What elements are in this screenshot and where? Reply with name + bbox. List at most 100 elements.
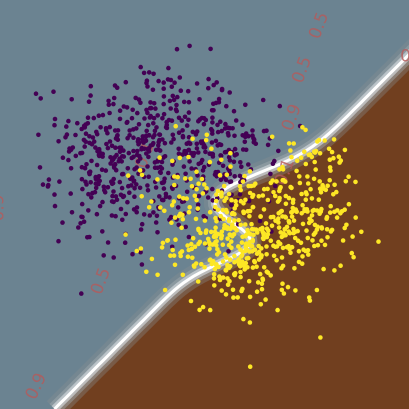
scatter-point-class-1	[263, 297, 268, 302]
scatter-point-class-1	[223, 207, 229, 213]
scatter-point-class-1	[243, 222, 248, 227]
scatter-point-class-0	[119, 159, 124, 164]
scatter-point-class-1	[290, 200, 296, 206]
scatter-point-class-1	[328, 203, 334, 209]
scatter-point-class-0	[87, 134, 92, 139]
scatter-point-class-1	[300, 125, 305, 130]
scatter-point-class-0	[64, 124, 69, 129]
scatter-point-class-0	[141, 212, 147, 217]
scatter-point-class-1	[186, 209, 192, 215]
scatter-point-class-0	[161, 94, 167, 99]
scatter-point-class-0	[56, 139, 61, 144]
scatter-point-class-0	[80, 186, 85, 192]
scatter-point-class-1	[241, 209, 246, 214]
scatter-point-class-1	[272, 193, 278, 199]
scatter-point-class-0	[145, 183, 150, 188]
scatter-point-class-0	[151, 210, 156, 215]
scatter-point-class-1	[230, 287, 236, 293]
scatter-point-class-0	[130, 251, 135, 257]
scatter-point-class-1	[227, 278, 232, 284]
scatter-point-class-0	[111, 95, 117, 101]
scatter-point-class-0	[276, 148, 281, 154]
scatter-point-class-0	[186, 234, 192, 240]
scatter-point-class-1	[182, 176, 188, 181]
scatter-point-class-0	[161, 111, 167, 117]
scatter-point-class-1	[224, 172, 230, 178]
scatter-point-class-0	[272, 183, 278, 189]
scatter-point-class-1	[280, 245, 286, 251]
scatter-point-class-0	[139, 221, 145, 227]
scatter-point-class-0	[148, 113, 153, 119]
scatter-point-class-0	[238, 160, 243, 165]
scatter-point-class-1	[188, 176, 193, 182]
scatter-point-class-0	[179, 118, 185, 123]
scatter-point-class-1	[318, 335, 323, 340]
scatter-point-class-0	[106, 102, 112, 107]
scatter-point-class-1	[202, 218, 208, 223]
scatter-point-class-0	[137, 185, 143, 191]
scatter-point-class-0	[167, 195, 172, 200]
scatter-point-class-1	[293, 207, 299, 212]
scatter-point-class-1	[263, 221, 269, 226]
scatter-point-class-0	[187, 43, 192, 49]
scatter-point-class-1	[275, 199, 281, 204]
scatter-point-class-1	[265, 186, 270, 192]
scatter-point-class-1	[318, 190, 324, 195]
scatter-point-class-0	[151, 115, 157, 121]
scatter-point-class-1	[185, 254, 191, 259]
scatter-point-class-0	[94, 211, 100, 217]
scatter-point-class-1	[190, 255, 195, 261]
scatter-point-class-0	[277, 103, 283, 109]
scatter-point-class-1	[146, 205, 152, 210]
scatter-point-class-0	[99, 167, 105, 172]
scatter-point-class-1	[188, 298, 194, 304]
scatter-point-class-0	[78, 221, 83, 226]
scatter-point-class-0	[144, 128, 149, 134]
scatter-point-class-0	[206, 76, 211, 82]
scatter-point-class-1	[280, 167, 286, 172]
scatter-point-class-1	[194, 169, 199, 174]
scatter-point-class-0	[160, 116, 165, 121]
scatter-point-class-0	[120, 154, 125, 159]
scatter-point-class-0	[251, 137, 257, 143]
scatter-point-class-0	[81, 219, 87, 224]
scatter-point-class-1	[282, 214, 288, 220]
scatter-point-class-1	[191, 263, 197, 268]
scatter-point-class-0	[145, 84, 150, 89]
scatter-point-class-0	[223, 121, 228, 127]
scatter-point-class-1	[289, 210, 294, 215]
scatter-point-class-0	[100, 154, 105, 159]
scatter-point-class-0	[88, 180, 93, 185]
scatter-point-class-1	[254, 289, 260, 295]
scatter-point-class-1	[332, 182, 337, 188]
scatter-point-class-0	[147, 213, 153, 218]
scatter-point-class-0	[151, 101, 157, 106]
scatter-point-class-1	[162, 208, 167, 214]
scatter-point-class-0	[196, 193, 202, 199]
scatter-point-class-1	[247, 320, 253, 325]
scatter-point-class-1	[221, 183, 227, 189]
scatter-point-class-1	[235, 295, 240, 300]
scatter-point-class-0	[272, 158, 277, 164]
scatter-point-class-0	[76, 225, 81, 230]
scatter-point-class-0	[190, 129, 196, 135]
scatter-point-class-1	[303, 161, 309, 167]
scatter-point-class-1	[214, 243, 219, 248]
scatter-point-class-0	[88, 83, 94, 89]
scatter-point-class-1	[238, 222, 243, 228]
scatter-point-class-1	[247, 169, 253, 174]
scatter-point-class-1	[281, 233, 286, 238]
scatter-point-class-0	[184, 189, 190, 195]
scatter-point-class-0	[200, 168, 206, 173]
scatter-point-class-1	[217, 274, 222, 279]
scatter-point-class-1	[279, 255, 285, 260]
scatter-point-class-1	[292, 266, 297, 271]
scatter-point-class-0	[159, 166, 165, 171]
scatter-point-class-1	[192, 244, 198, 249]
scatter-point-class-0	[146, 154, 151, 160]
scatter-point-class-0	[162, 140, 168, 146]
scatter-point-class-0	[107, 139, 113, 144]
scatter-point-class-1	[312, 243, 317, 249]
scatter-point-class-0	[183, 171, 188, 177]
scatter-point-class-0	[176, 146, 181, 152]
